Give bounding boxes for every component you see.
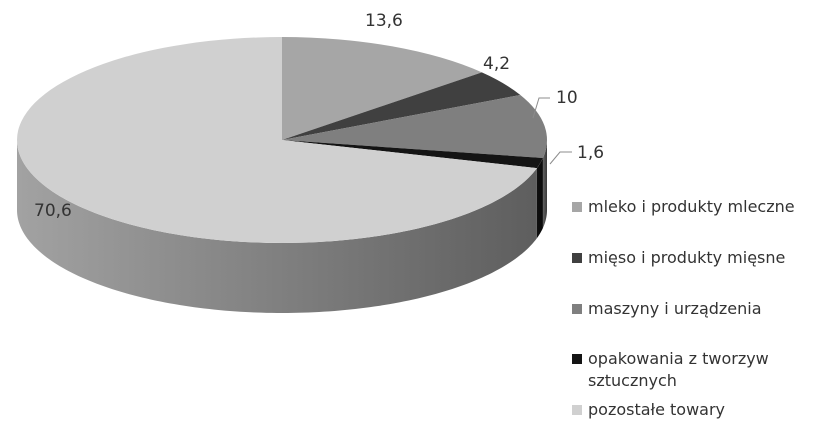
legend-swatch-maszyny — [572, 304, 582, 314]
data-label-pozostale: 70,6 — [34, 201, 72, 221]
leader-line-opakowania — [549, 151, 572, 165]
pie-side-pozostale — [17, 140, 537, 313]
legend-swatch-mleko — [572, 202, 582, 212]
legend-swatch-pozostale — [572, 405, 582, 415]
pie-tops — [16, 37, 547, 244]
legend-label-maszyny: maszyny i urządzenia — [588, 299, 762, 318]
legend-label-mleko: mleko i produkty mleczne — [588, 197, 795, 216]
data-label-mieso: 4,2 — [483, 54, 510, 74]
data-label-mleko: 13,6 — [365, 11, 403, 31]
legend-swatch-mieso — [572, 253, 582, 263]
pie-slice-opakowania — [282, 140, 543, 169]
pie-slice-mieso — [282, 72, 521, 140]
pie-slice-pozostale — [16, 37, 537, 244]
legend-label-mieso: mięso i produkty mięsne — [588, 248, 786, 267]
pie-side-opakowania — [536, 158, 543, 239]
data-label-opakowania: 1,6 — [577, 143, 604, 163]
legend: mleko i produkty mleczne mięso i produkt… — [572, 0, 827, 421]
legend-label-pozostale: pozostałe towary — [588, 400, 726, 419]
pie-labels: 13,6 4,2 10 1,6 70,6 — [34, 11, 604, 221]
pie-slice-mleko — [282, 37, 482, 140]
legend-label-opakowania: opakowania z tworzyw sztucznych — [588, 349, 769, 390]
data-label-maszyny: 10 — [556, 88, 578, 108]
pie-side-maszyny — [542, 140, 547, 229]
pie-sides — [17, 140, 547, 313]
pie-slice-maszyny — [282, 94, 547, 159]
legend-swatch-opakowania — [572, 354, 582, 364]
pie-leaders — [532, 97, 572, 165]
leader-line-maszyny — [532, 97, 550, 119]
